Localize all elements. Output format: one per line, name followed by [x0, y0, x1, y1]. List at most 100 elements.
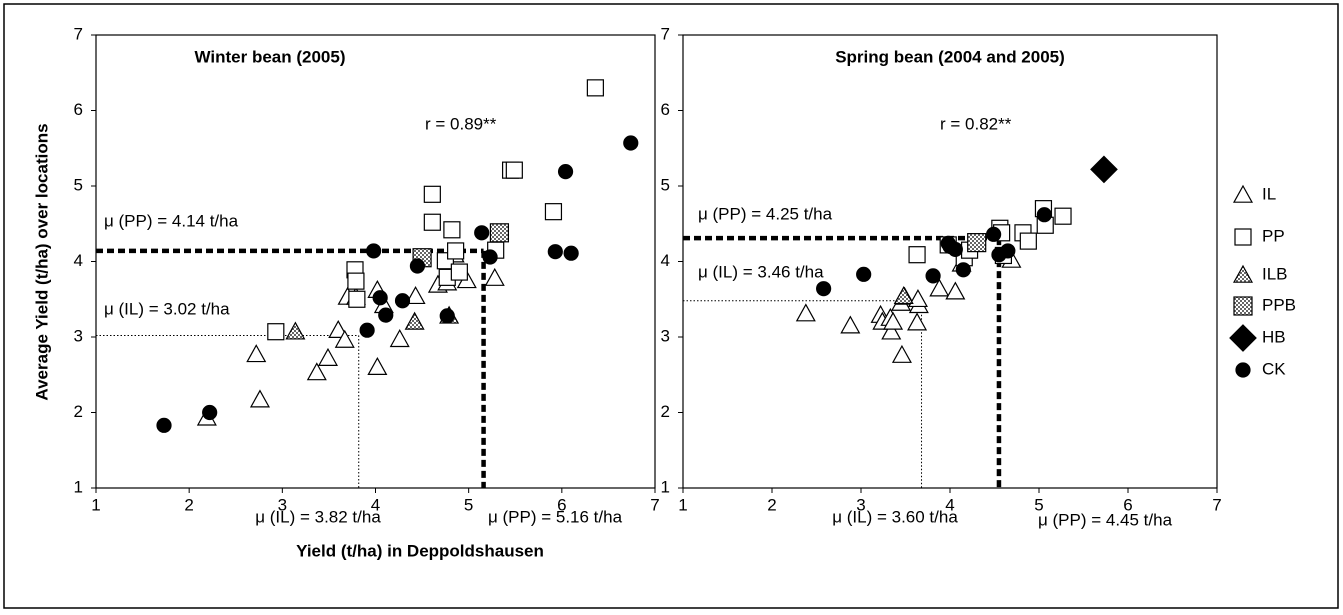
x-axis-label: Yield (t/ha) in Deppoldshausen: [296, 541, 544, 560]
x-tick-label: 4: [371, 495, 380, 514]
point: [942, 238, 958, 254]
x-tick-label: 1: [91, 495, 100, 514]
point: [967, 233, 987, 253]
y-tick-label: 7: [74, 24, 83, 43]
point: [1019, 232, 1037, 250]
point: [856, 266, 872, 282]
annotation: μ (PP) = 4.45 t/ha: [1038, 510, 1173, 529]
legend-marker: [1232, 184, 1254, 203]
legend-item: CK: [1235, 359, 1286, 378]
point: [840, 315, 861, 334]
point: [317, 347, 339, 366]
point: [623, 135, 639, 151]
legend-item: PP: [1234, 226, 1285, 246]
point: [394, 293, 411, 309]
legend-label: CK: [1262, 359, 1286, 378]
x-tick-label: 6: [557, 495, 566, 514]
annotation: μ (IL) = 3.82 t/ha: [255, 507, 381, 526]
point: [334, 329, 355, 348]
legend-marker: [1235, 362, 1251, 378]
y-tick-label: 2: [74, 402, 83, 421]
point: [439, 308, 455, 324]
y-tick-label: 4: [74, 251, 83, 270]
point: [348, 290, 366, 308]
annotation: μ (IL) = 3.46 t/ha: [698, 262, 824, 281]
chart-title: Spring bean (2004 and 2005): [835, 47, 1065, 66]
y-tick-label: 7: [661, 24, 670, 43]
y-tick-label: 1: [661, 477, 670, 496]
x-tick-label: 5: [464, 495, 473, 514]
point: [366, 243, 382, 259]
point: [409, 258, 426, 274]
y-tick-label: 2: [661, 402, 670, 421]
point: [907, 312, 928, 331]
point: [925, 268, 941, 284]
point: [881, 321, 902, 340]
annotation: μ (PP) = 4.25 t/ha: [698, 204, 833, 223]
point: [883, 311, 904, 330]
point: [443, 221, 461, 239]
annotation: r = 0.82**: [940, 114, 1012, 133]
point: [891, 344, 912, 363]
x-tick-label: 7: [650, 495, 659, 514]
legend-marker: [1232, 264, 1254, 283]
point: [484, 267, 505, 286]
point: [405, 285, 426, 305]
point: [423, 185, 441, 203]
point: [372, 290, 388, 306]
point: [156, 417, 172, 433]
x-tick-label: 2: [184, 495, 193, 514]
y-tick-label: 4: [661, 251, 670, 270]
x-tick-label: 4: [945, 495, 954, 514]
point: [505, 161, 523, 179]
point: [202, 404, 218, 421]
point: [557, 164, 574, 180]
point: [249, 389, 270, 408]
point: [474, 225, 490, 241]
legend-item: HB: [1229, 324, 1286, 352]
point: [945, 281, 966, 300]
x-tick-label: 1: [678, 495, 687, 514]
y-tick-label: 6: [661, 100, 670, 119]
x-tick-label: 3: [278, 495, 287, 514]
point: [816, 281, 832, 297]
y-tick-label: 5: [74, 175, 83, 194]
plot-frame: [95, 34, 656, 489]
legend-label: HB: [1262, 327, 1286, 346]
point: [378, 307, 394, 323]
point: [563, 245, 579, 261]
point: [359, 322, 375, 338]
annotation: r = 0.89**: [425, 114, 497, 133]
point: [389, 329, 410, 348]
point: [893, 285, 914, 305]
point: [367, 356, 388, 375]
point: [544, 203, 563, 221]
legend-marker: [1234, 228, 1252, 246]
y-tick-label: 5: [661, 175, 670, 194]
figure-border: [3, 3, 1339, 609]
y-axis-label: Average Yield (t/ha) over locations: [32, 123, 51, 400]
x-tick-label: 7: [1212, 495, 1221, 514]
chart-title: Winter bean (2005): [195, 47, 346, 66]
legend-label: PPB: [1262, 295, 1296, 314]
y-tick-label: 3: [74, 326, 83, 345]
point: [1090, 155, 1118, 184]
point: [450, 263, 468, 281]
legend-label: ILB: [1262, 264, 1288, 283]
point: [423, 213, 441, 231]
legend-marker: [1233, 296, 1253, 316]
annotation: μ (IL) = 3.60 t/ha: [832, 507, 958, 526]
point: [907, 289, 928, 308]
y-tick-label: 3: [661, 326, 670, 345]
point: [482, 249, 498, 265]
point: [246, 344, 267, 363]
annotation: μ (PP) = 5.16 t/ha: [488, 507, 623, 526]
point: [955, 262, 971, 278]
point: [908, 246, 926, 264]
x-tick-label: 3: [856, 495, 865, 514]
legend-item: ILB: [1232, 264, 1288, 283]
point: [489, 223, 510, 243]
point: [586, 79, 604, 97]
y-tick-label: 1: [74, 477, 83, 496]
point: [285, 321, 306, 340]
